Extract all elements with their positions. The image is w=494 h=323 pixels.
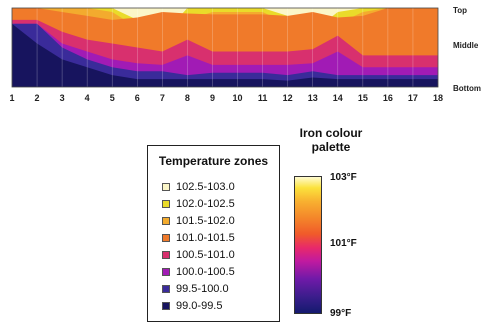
iron-colour-palette-bar <box>294 176 322 314</box>
y-label-top: Top <box>453 6 467 15</box>
y-label-bottom: Bottom <box>453 84 481 93</box>
legend-swatch <box>162 182 170 191</box>
x-tick-label: 8 <box>185 93 190 103</box>
palette-mid-label: 101°F <box>330 238 357 249</box>
x-tick-label: 2 <box>35 93 40 103</box>
x-tick-label: 14 <box>333 93 343 103</box>
y-label-middle: Middle <box>453 41 479 50</box>
legend-label: 101.0-101.5 <box>176 231 235 244</box>
legend-item: 100.5-101.0 <box>162 246 235 263</box>
temperature-zones-legend: Temperature zones 102.5-103.0 102.0-102.5… <box>147 145 280 322</box>
palette-bottom-label: 99°F <box>330 308 352 319</box>
zone-area-99.0-99.5 <box>12 23 438 87</box>
legend-label: 100.5-101.0 <box>176 248 235 261</box>
zone-area-99.5-100.0 <box>12 23 438 87</box>
legend-title: Temperature zones <box>158 154 269 168</box>
x-tick-label: 1 <box>9 93 14 103</box>
x-tick-label: 17 <box>408 93 418 103</box>
legend-label: 101.5-102.0 <box>176 214 235 227</box>
heatmap-chart: 1 2 3 4 5 6 7 8 9 10 11 12 13 14 15 16 17 18TopMiddleBott… <box>9 6 481 103</box>
legend-swatch <box>162 267 170 276</box>
legend-item: 102.5-103.0 <box>162 178 235 195</box>
legend-label: 99.0-99.5 <box>176 299 223 312</box>
legend-label: 100.0-100.5 <box>176 265 235 278</box>
legend-label: 99.5-100.0 <box>176 282 229 295</box>
x-tick-label: 16 <box>383 93 393 103</box>
legend-item: 102.0-102.5 <box>162 195 235 212</box>
x-tick-label: 13 <box>308 93 318 103</box>
legend-swatch <box>162 301 170 310</box>
legend-swatch <box>162 199 170 208</box>
legend-item: 101.5-102.0 <box>162 212 235 229</box>
x-tick-label: 5 <box>110 93 115 103</box>
legend-label: 102.0-102.5 <box>176 197 235 210</box>
palette-title: Iron colour palette <box>299 126 363 154</box>
x-tick-label: 7 <box>160 93 165 103</box>
plot-frame <box>11 7 439 88</box>
x-tick-label: 18 <box>433 93 443 103</box>
x-tick-label: 15 <box>358 93 368 103</box>
legend-item: 100.0-100.5 <box>162 263 235 280</box>
x-tick-label: 9 <box>210 93 215 103</box>
x-tick-label: 4 <box>85 93 90 103</box>
legend-item: 101.0-101.5 <box>162 229 235 246</box>
palette-top-label: 103°F <box>330 172 357 183</box>
x-tick-label: 3 <box>60 93 65 103</box>
x-tick-label: 10 <box>233 93 243 103</box>
legend-item: 99.0-99.5 <box>162 297 235 314</box>
legend-item: 99.5-100.0 <box>162 280 235 297</box>
legend-swatch <box>162 216 170 225</box>
x-tick-label: 6 <box>135 93 140 103</box>
legend-swatch <box>162 284 170 293</box>
legend-label: 102.5-103.0 <box>176 180 235 193</box>
x-tick-label: 12 <box>283 93 293 103</box>
legend-swatch <box>162 233 170 242</box>
legend-swatch <box>162 250 170 259</box>
x-tick-label: 11 <box>258 93 268 103</box>
